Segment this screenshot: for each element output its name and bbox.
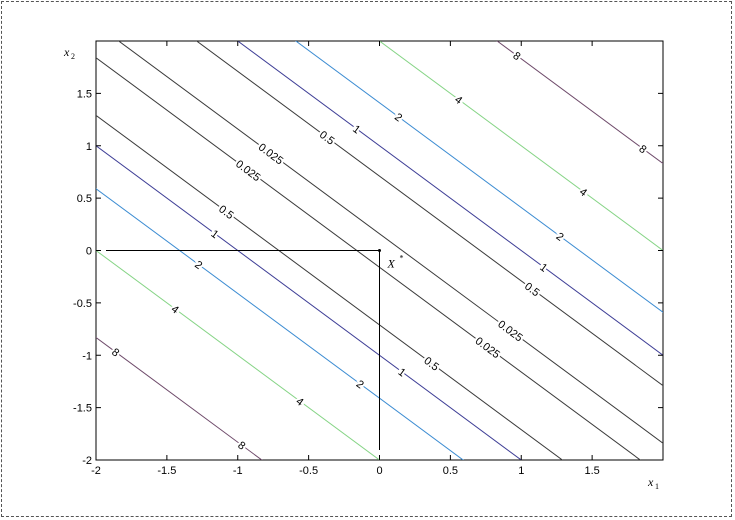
x-tick-label-0: -2	[91, 465, 101, 477]
contour-line-8	[236, 41, 663, 356]
x-tick-label-7: 1.5	[584, 465, 599, 477]
x-tick-label-5: 0.5	[443, 465, 458, 477]
x-tick-label-2: -1	[233, 465, 243, 477]
y-tick-label-2: -1	[82, 350, 92, 362]
y-tick-label-5: 0.5	[77, 193, 92, 205]
contour-line-9	[295, 41, 663, 313]
y-tick-label-0: -2	[82, 455, 92, 467]
annotation-label: X	[387, 257, 396, 271]
y-tick-label-3: -0.5	[73, 298, 92, 310]
x-tick-label-4: 0	[376, 465, 382, 477]
contour-line-7	[195, 41, 663, 387]
x-axis-label: x	[647, 475, 654, 489]
y-tick-label-4: 0	[86, 246, 92, 258]
x-tick-label-1: -1.5	[157, 465, 176, 477]
x-axis-label-subscript: 1	[655, 482, 659, 491]
y-tick-label-7: 1.5	[77, 88, 92, 100]
annotation-superscript: *	[400, 254, 404, 263]
y-axis-label: x	[63, 45, 70, 59]
x-tick-label-3: -0.5	[299, 465, 318, 477]
y-tick-label-1: -1.5	[73, 403, 92, 415]
x-tick-label-6: 1	[518, 465, 524, 477]
y-axis-label-subscript: 2	[71, 52, 75, 61]
y-tick-label-6: 1	[86, 141, 92, 153]
optimum-point	[378, 249, 381, 252]
